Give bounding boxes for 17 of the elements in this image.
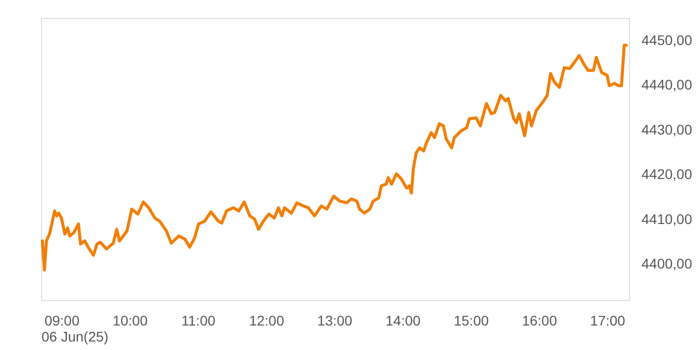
x-tick-label: 10:00 (112, 312, 148, 328)
x-tick-label: 16:00 (522, 312, 558, 328)
x-axis-title: 06 Jun(25) (42, 328, 108, 344)
line-series (40, 44, 628, 272)
x-tick-label: 14:00 (386, 312, 421, 328)
x-tick-label: 09:00 (44, 312, 80, 328)
y-tick-label: 4400,00 (642, 256, 692, 272)
y-tick-label: 4410,00 (642, 210, 692, 227)
x-tick-label: 13:00 (317, 312, 353, 328)
y-tick-label: 4440,00 (642, 76, 692, 93)
x-tick-label: 15:00 (454, 312, 489, 328)
x-tick-label: 17:00 (590, 312, 626, 328)
x-tick-label: 12:00 (249, 312, 284, 328)
y-tick-label: 4450,00 (642, 32, 692, 48)
x-tick-label: 11:00 (181, 312, 216, 328)
y-tick-label: 4430,00 (642, 121, 692, 138)
y-tick-label: 4420,00 (642, 166, 692, 182)
